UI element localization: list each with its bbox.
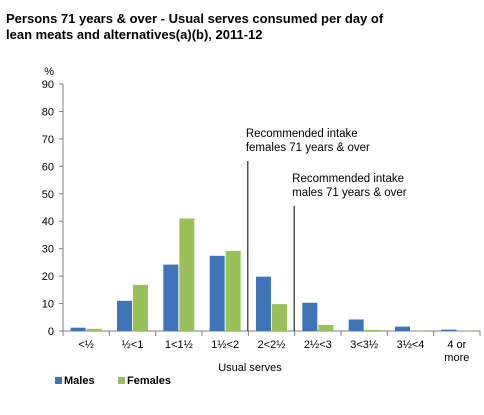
annotation-0-line2: females 71 years & over	[246, 142, 370, 154]
legend-label-males: Males	[64, 375, 95, 387]
bar-males-2	[163, 264, 179, 331]
x-tick-label: 2½<3	[304, 339, 332, 351]
y-tick-label: 40	[42, 216, 54, 228]
x-axis-title: Usual serves	[218, 362, 282, 374]
x-tick-label: 3½<4	[397, 339, 425, 351]
x-tick-label-4-or-more-line2: more	[444, 352, 469, 364]
annotation-1-line2: males 71 years & over	[292, 187, 407, 199]
bar-males-4	[256, 276, 271, 331]
x-tick-label: <½	[78, 339, 94, 351]
bar-males-7	[395, 326, 410, 331]
annotation-1-line1: Recommended intake	[292, 173, 404, 185]
chart-title-line-2: lean meats and alternatives(a)(b), 2011-…	[6, 27, 263, 42]
bar-females-6	[364, 329, 380, 331]
bar-males-8	[441, 329, 457, 331]
legend-swatch-females	[118, 377, 125, 384]
bar-males-0	[70, 327, 86, 331]
y-tick-label: 90	[42, 79, 54, 91]
bar-females-5	[318, 324, 334, 331]
x-tick-label-4-or-more-line1: 4 or	[447, 339, 466, 351]
x-tick-label: 1<1½	[165, 339, 193, 351]
y-axis-label: %	[44, 66, 54, 78]
bar-females-1	[133, 284, 148, 331]
chart-title-line-1: Persons 71 years & over - Usual serves c…	[6, 11, 384, 26]
y-tick-label: 10	[42, 299, 54, 311]
y-tick-label: 20	[42, 271, 54, 283]
bar-males-1	[117, 300, 132, 331]
y-tick-label: 60	[42, 161, 54, 173]
legend-swatch-males	[55, 377, 62, 384]
x-tick-label: 1½<2	[211, 339, 239, 351]
legend-label-females: Females	[127, 375, 171, 387]
bar-females-4	[272, 304, 287, 331]
x-tick-label: 3<3½	[350, 339, 378, 351]
bar-females-0	[86, 328, 102, 331]
bar-males-6	[348, 319, 364, 331]
y-tick-label: 30	[42, 244, 54, 256]
x-tick-label: 2<2½	[258, 339, 286, 351]
y-tick-label: 80	[42, 106, 54, 118]
annotation-0-line1: Recommended intake	[246, 128, 358, 140]
chart-title: Persons 71 years & over - Usual serves c…	[6, 11, 476, 43]
bar-females-2	[179, 218, 195, 331]
bar-females-3	[225, 250, 241, 331]
bar-males-3	[209, 255, 225, 331]
y-tick-label: 70	[42, 134, 54, 146]
x-tick-label: ½<1	[122, 339, 144, 351]
y-tick-label: 0	[48, 326, 54, 338]
y-tick-label: 50	[42, 189, 54, 201]
bar-males-5	[302, 302, 318, 331]
